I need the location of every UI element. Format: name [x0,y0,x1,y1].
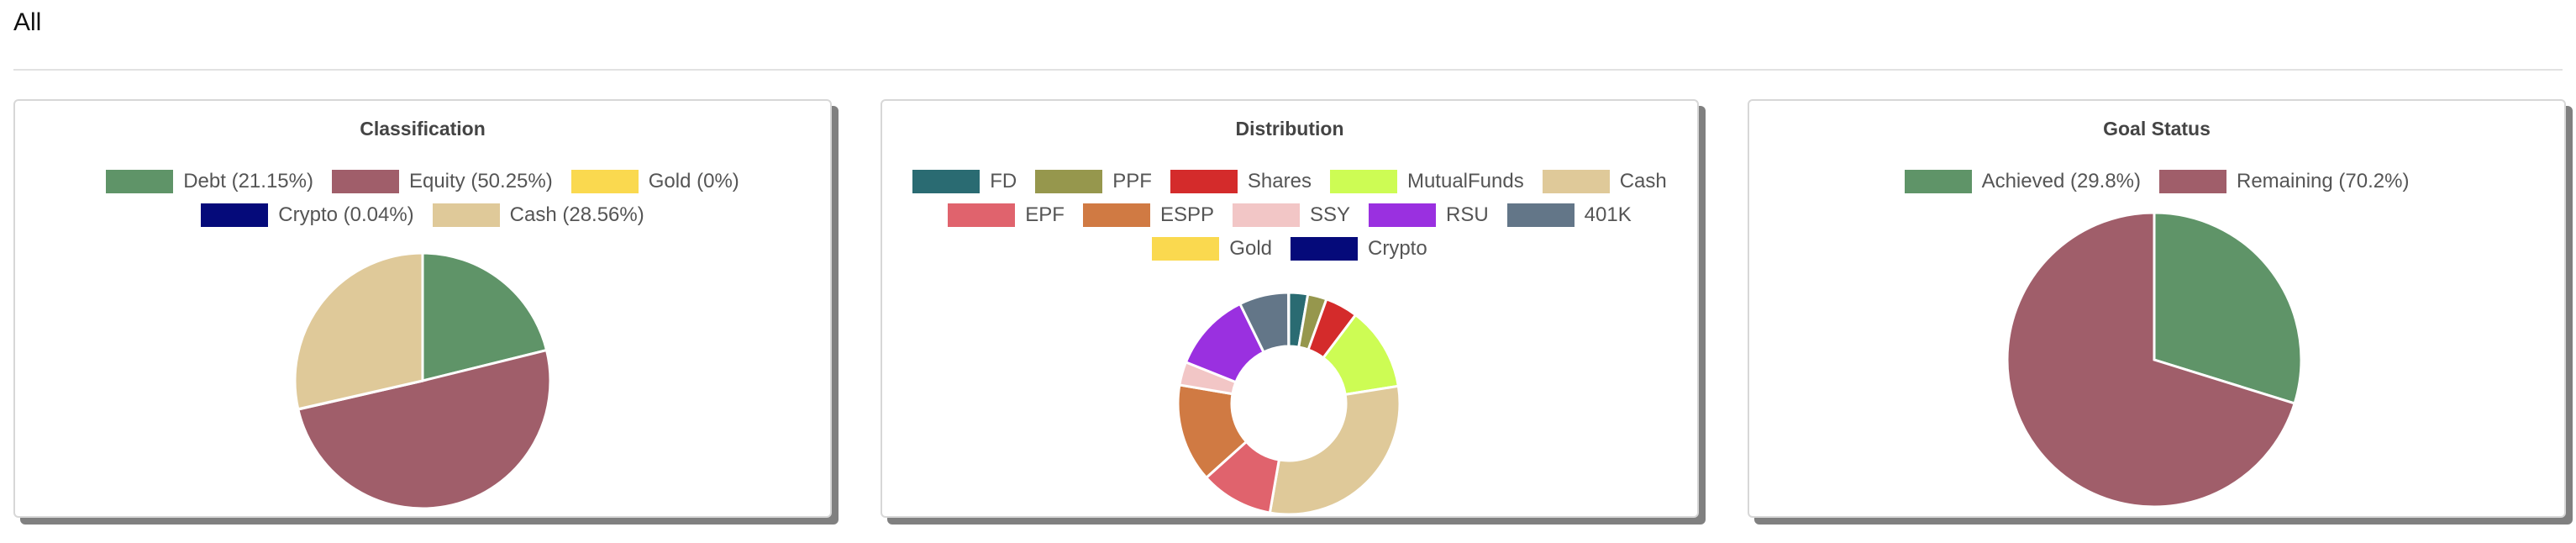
legend-swatch [1170,170,1238,193]
chart-title: Goal Status [2103,118,2211,140]
legend-label: SSY [1309,203,1350,226]
pie-slice-cash[interactable] [1268,384,1401,516]
legend-label: Cash (28.56%) [509,203,644,226]
legend-swatch [1329,170,1397,193]
chart-title: Distribution [1235,118,1344,140]
legend-label: EPF [1025,203,1065,226]
legend-item-gold[interactable]: Gold (0%) [570,170,739,193]
legend-label: Gold [1229,237,1272,260]
legend-item-ppf[interactable]: PPF [1035,170,1152,193]
legend-item-cash[interactable]: Cash (28.56%) [432,203,644,227]
legend-label: Crypto [1368,237,1427,260]
pie-slice-remaining[interactable] [2006,211,2296,509]
legend-item-epf[interactable]: EPF [948,203,1065,227]
legend: Debt (21.15%) Equity (50.25%) Gold (0%) … [15,170,830,227]
legend-label: FD [990,170,1017,192]
pie-slice-equity[interactable] [297,348,552,510]
legend-label: RSU [1446,203,1489,226]
legend-label: Crypto (0.04%) [278,203,414,226]
legend-swatch [331,170,399,193]
goal-status-card: Goal Status Achieved (29.8%) Remaining (… [1748,99,2566,518]
legend-label: Cash [1619,170,1667,192]
legend-item-crypto[interactable]: Crypto (0.04%) [201,203,414,227]
legend-label: Equity (50.25%) [408,170,553,192]
legend-swatch [1082,203,1150,227]
legend-item-remaining[interactable]: Remaining (70.2%) [2159,170,2409,193]
legend-item-mutualfunds[interactable]: MutualFunds [1329,170,1524,193]
legend-label: Gold (0%) [648,170,739,192]
legend-swatch [1904,170,1972,193]
legend-swatch [201,203,269,227]
legend-swatch [1232,203,1300,227]
goal-status-pie-chart [2006,211,2303,509]
page-title: All [13,8,42,36]
legend-swatch [1291,237,1358,261]
legend-item-shares[interactable]: Shares [1170,170,1312,193]
legend-label: Remaining (70.2%) [2237,170,2410,192]
legend-item-ssy[interactable]: SSY [1232,203,1350,227]
divider [13,69,2563,71]
pie-slice-cash[interactable] [293,251,424,411]
legend-swatch [1369,203,1436,227]
pie-slice-achieved[interactable] [2153,211,2303,405]
legend: FD PPF Shares MutualFunds Cash EPF [882,170,1697,261]
legend-item-achieved[interactable]: Achieved (29.8%) [1904,170,2141,193]
legend-label: MutualFunds [1406,170,1524,192]
legend-item-espp[interactable]: ESPP [1082,203,1214,227]
legend-swatch [2159,170,2226,193]
legend-item-crypto[interactable]: Crypto [1291,237,1427,261]
legend-item-fd[interactable]: FD [912,170,1017,193]
legend-label: Debt (21.15%) [183,170,313,192]
legend-item-rsu[interactable]: RSU [1369,203,1489,227]
legend-swatch [1152,237,1220,261]
distribution-donut-chart [1176,291,1401,516]
legend-swatch [1035,170,1103,193]
legend-label: Achieved (29.8%) [1981,170,2141,192]
legend-label: Shares [1247,170,1312,192]
legend: Achieved (29.8%) Remaining (70.2%) [1749,170,2564,193]
pie-slice-debt[interactable] [421,251,549,382]
legend-label: ESPP [1159,203,1214,226]
legend-item-401k[interactable]: 401K [1506,203,1632,227]
legend-swatch [912,170,980,193]
classification-card: Classification Debt (21.15%) Equity (50.… [13,99,832,518]
distribution-card: Distribution FD PPF Shares MutualFunds C… [881,99,1699,518]
legend-item-debt[interactable]: Debt (21.15%) [106,170,313,193]
legend-item-equity[interactable]: Equity (50.25%) [331,170,553,193]
chart-title: Classification [360,118,486,140]
legend-item-gold[interactable]: Gold [1152,237,1272,261]
legend-label: 401K [1584,203,1632,226]
classification-pie-chart [293,251,552,510]
legend-label: PPF [1112,170,1152,192]
legend-swatch [1542,170,1610,193]
legend-swatch [570,170,639,193]
legend-item-cash[interactable]: Cash [1542,170,1667,193]
legend-swatch [948,203,1016,227]
legend-swatch [106,170,174,193]
legend-swatch [1506,203,1575,227]
legend-swatch [432,203,500,227]
